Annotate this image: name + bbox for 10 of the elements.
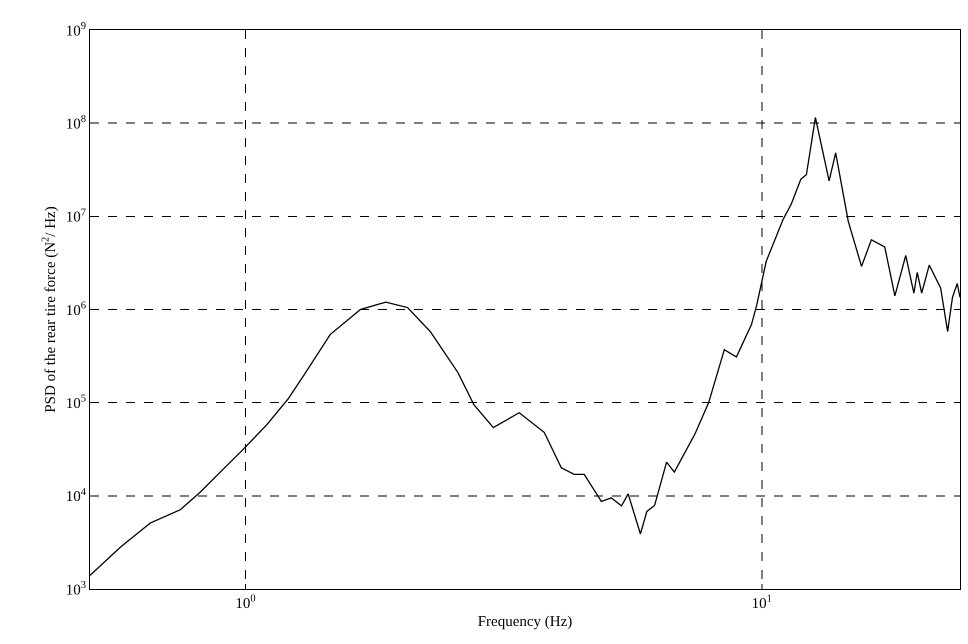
y-tick-label: 10$^{5}$ <box>66 394 86 412</box>
y-tick-label: 10$^{9}$ <box>66 20 86 40</box>
y-tick-label: 10$^{8}$ <box>66 114 86 132</box>
x-tick-label: 10$^{1}$ <box>752 594 772 612</box>
y-tick-label: 10$^{3}$ <box>66 580 86 598</box>
y-tick-label: 10$^{7}$ <box>66 207 86 226</box>
x-axis-title: Frequency (Hz) <box>478 614 572 630</box>
x-tick-label: 10$^{0}$ <box>235 594 256 612</box>
y-tick-label: 10$^{6}$ <box>66 300 86 319</box>
y-tick-label: 10$^{4}$ <box>66 486 87 506</box>
